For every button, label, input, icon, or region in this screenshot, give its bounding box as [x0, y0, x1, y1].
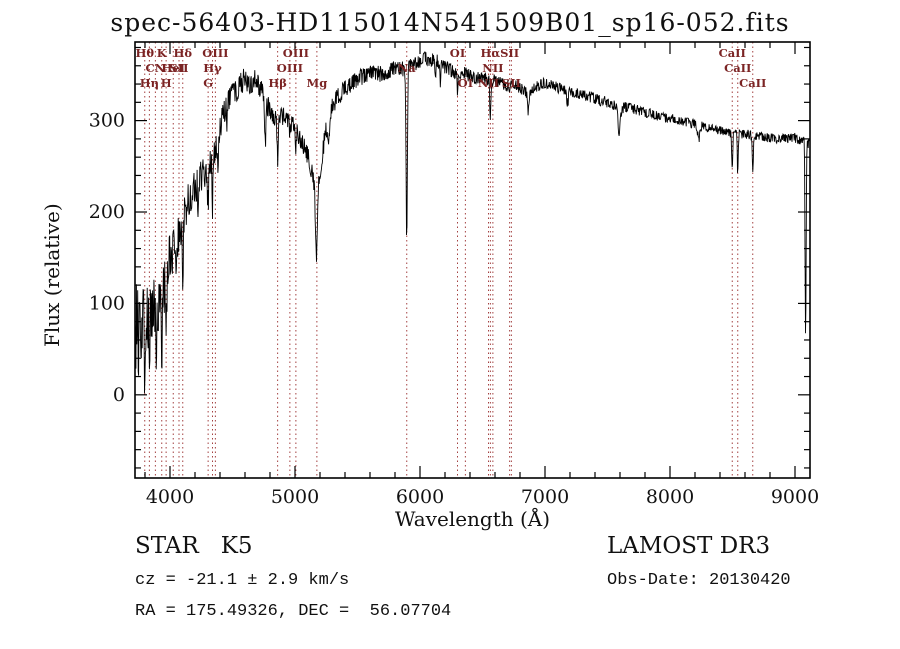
cz-velocity-text: cz = -21.1 ± 2.9 km/s — [135, 571, 350, 590]
svg-text:8000: 8000 — [646, 486, 694, 508]
page-title: spec-56403-HD115014N541509B01_sp16-052.f… — [110, 8, 790, 37]
svg-text:200: 200 — [89, 201, 125, 223]
y-tick-labels: 0 100 200 300 — [89, 110, 125, 406]
svg-text:9000: 9000 — [771, 486, 819, 508]
x-axis-label: Wavelength (Å) — [394, 507, 551, 531]
svg-text:300: 300 — [89, 110, 125, 132]
y-axis-label: Flux (relative) — [40, 203, 64, 347]
svg-text:6000: 6000 — [396, 486, 444, 508]
ra-dec-text: RA = 175.49326, DEC = 56.07704 — [135, 602, 452, 621]
svg-text:7000: 7000 — [521, 486, 569, 508]
svg-text:4000: 4000 — [146, 486, 194, 508]
survey-release-text: LAMOST DR3 — [607, 533, 771, 559]
svg-text:0: 0 — [113, 384, 125, 406]
obs-date-text: Obs-Date: 20130420 — [607, 571, 791, 590]
axis-ticks — [135, 42, 810, 478]
spectral-marker-lines — [144, 42, 754, 478]
svg-text:5000: 5000 — [271, 486, 319, 508]
plot-frame — [134, 41, 811, 479]
svg-text:100: 100 — [89, 292, 125, 314]
x-tick-labels: 4000 5000 6000 7000 8000 9000 — [146, 486, 819, 508]
spectrum-trace — [134, 51, 811, 394]
object-class-text: STAR K5 — [135, 533, 253, 559]
